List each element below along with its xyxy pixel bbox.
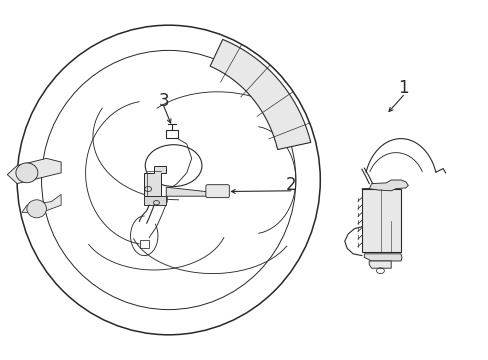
Bar (166, 130, 178, 138)
Text: 1: 1 (397, 79, 408, 97)
Bar (140, 240, 148, 248)
Bar (361, 189, 400, 252)
Polygon shape (361, 180, 407, 191)
FancyBboxPatch shape (205, 185, 229, 198)
Polygon shape (7, 158, 61, 184)
Polygon shape (144, 196, 166, 205)
Polygon shape (22, 194, 61, 212)
Ellipse shape (16, 163, 38, 183)
Polygon shape (364, 254, 401, 261)
Polygon shape (210, 39, 310, 149)
Text: 3: 3 (158, 92, 169, 110)
Ellipse shape (27, 200, 46, 218)
Polygon shape (166, 187, 210, 196)
Polygon shape (144, 166, 166, 196)
Polygon shape (368, 261, 390, 268)
Text: 2: 2 (285, 176, 296, 194)
